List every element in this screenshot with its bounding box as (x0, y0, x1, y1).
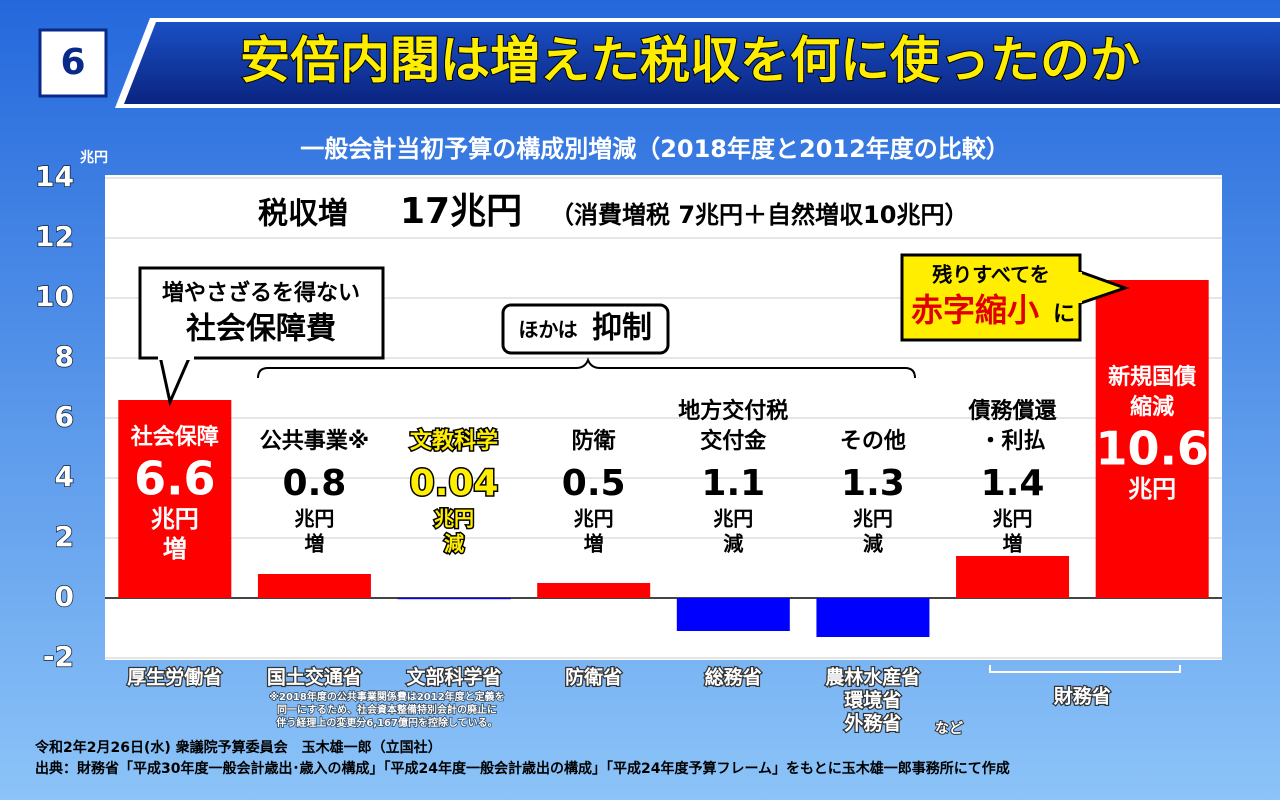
direction-label: 減 (723, 532, 743, 556)
unit-label: 兆円 (434, 507, 474, 531)
direction-label: 増 (163, 535, 187, 563)
bar (257, 574, 371, 598)
ministry-label: 環境省 (844, 689, 901, 712)
headline-amount: 17兆円 (400, 191, 522, 232)
ministry-label: 外務省 (844, 712, 901, 735)
callout-join (158, 352, 194, 360)
bar (397, 598, 511, 600)
bar-name: その他 (840, 429, 906, 454)
bar (956, 556, 1070, 598)
callout-box (138, 266, 385, 360)
bar (1095, 280, 1209, 598)
ministry-label: 総務省 (705, 666, 762, 689)
y-tick-label: 8 (55, 340, 74, 373)
callout-box (900, 253, 1082, 342)
footnote: 同一にするため、社会資本整備特別会計の廃止に (277, 703, 497, 716)
footnote: ※2018年度の公共事業関係費は2012年度と定義を (269, 690, 504, 703)
bracket (257, 357, 916, 379)
callout-text: 抑制 (592, 311, 652, 346)
value-label: 0.8 (283, 463, 347, 504)
unit-label: 兆円 (993, 507, 1033, 531)
callout-join (1072, 272, 1082, 303)
bar (537, 583, 651, 598)
ministry-label: 農林水産省 (825, 666, 920, 689)
value-label: 10.6 (1095, 422, 1209, 476)
y-tick-label: 12 (35, 220, 74, 253)
direction-label: 減 (863, 532, 883, 556)
bar-name: ・利払 (980, 429, 1046, 454)
value-label: 1.4 (981, 463, 1045, 504)
slide-number-box (38, 28, 108, 98)
direction-label: 増 (304, 532, 324, 556)
bar-name: 文教科学 (410, 428, 498, 454)
title: 安倍内閣は増えた税収を何に使ったのか (240, 32, 1140, 90)
bars: 社会保障6.6兆円増公共事業※0.8兆円増文教科学0.04兆円減防衛0.5兆円増… (118, 280, 1209, 637)
subtitle: 一般会計当初予算の構成別増減（2018年度と2012年度の比較） (300, 135, 1010, 163)
callout-text: 残りすべてを (932, 263, 1049, 287)
bar (676, 598, 790, 631)
unit-label: 兆円 (853, 507, 893, 531)
unit-label: 兆円 (574, 507, 614, 531)
unit-label: 兆円 (1128, 475, 1176, 503)
bar-name: 債務償還 (968, 398, 1058, 424)
callout-text: ほかは (518, 318, 577, 342)
callout-text: 増やさざるを得ない (162, 280, 360, 306)
slide-number: 6 (60, 42, 85, 83)
y-unit: 兆円 (80, 150, 108, 166)
value-label: 0.04 (410, 463, 499, 504)
value-label: 1.1 (701, 463, 765, 504)
direction-label: 増 (1003, 532, 1023, 556)
y-tick-label: 14 (35, 160, 74, 193)
title-band (124, 22, 1280, 104)
y-tick-label: 0 (55, 580, 74, 613)
footnote: 伴う経理上の変更分6,167億円を控除している。 (275, 716, 497, 729)
ministry-label: 文部科学省 (407, 666, 502, 689)
bar-name: 交付金 (700, 428, 767, 454)
y-tick-label: 4 (55, 460, 74, 493)
source: 出典：財務省「平成30年度一般会計歳出･歳入の構成」「平成24年度一般会計歳出の… (35, 760, 1010, 777)
ministry-label: 財務省 (1054, 685, 1111, 708)
unit-label: 兆円 (713, 507, 753, 531)
y-tick-label: 10 (35, 280, 74, 313)
bar (118, 400, 232, 598)
ministry-label: 防衛省 (565, 666, 622, 689)
ministry-label: 厚生労働省 (127, 666, 222, 689)
direction-label: 増 (584, 532, 604, 556)
bar-name: 防衛 (572, 428, 616, 454)
callout-box (501, 303, 670, 355)
bar-name: 縮減 (1130, 394, 1174, 420)
callout-text: に (1053, 302, 1075, 327)
callout-text: 社会保障費 (186, 312, 336, 347)
bar-name: 公共事業※ (260, 428, 369, 454)
value-label: 6.6 (134, 452, 216, 506)
bar-name: 新規国債 (1108, 364, 1196, 390)
y-tick-label: -2 (43, 640, 74, 673)
bar-name: 社会保障 (131, 424, 219, 450)
bar-name: 地方交付税 (678, 398, 788, 424)
ministry-note: など (935, 721, 963, 737)
value-label: 0.5 (562, 463, 626, 504)
value-label: 1.3 (841, 463, 905, 504)
bar (816, 598, 930, 637)
headline-detail: （消費増税 7兆円＋自然増収10兆円） (550, 201, 968, 229)
ministry-label: 国土交通省 (267, 666, 362, 689)
callout-text: 赤字縮小 (911, 291, 1039, 329)
source: 令和2年2月26日(水) 衆議院予算委員会 玉木雄一郎（立国社） (34, 739, 442, 756)
y-tick-label: 2 (55, 520, 74, 553)
ministry-bracket (989, 665, 1181, 673)
direction-label: 減 (444, 532, 464, 556)
unit-label: 兆円 (294, 507, 334, 531)
unit-label: 兆円 (151, 505, 199, 533)
headline-lead: 税収増 (258, 197, 348, 232)
y-tick-label: 6 (55, 400, 74, 433)
